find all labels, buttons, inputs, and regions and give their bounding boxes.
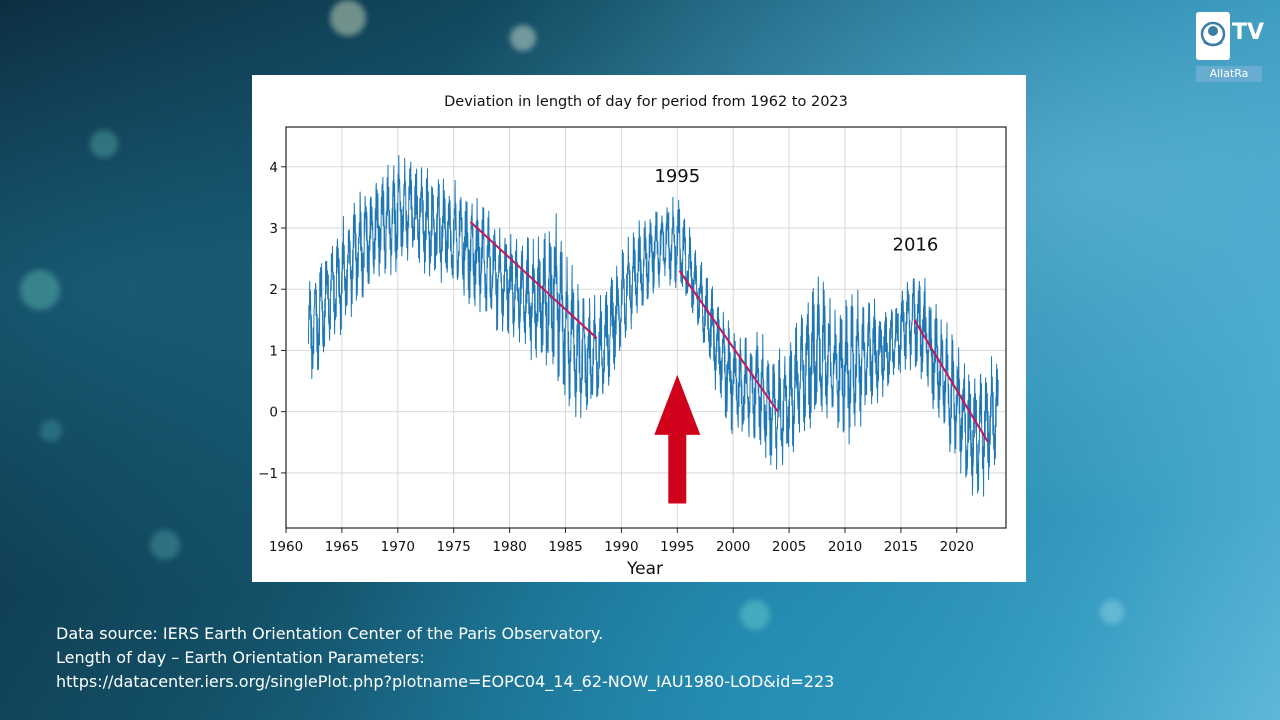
annotation-label: 1995 bbox=[654, 166, 700, 187]
channel-logo: TV AllatRa bbox=[1196, 12, 1266, 84]
caption-source-link[interactable]: https://datacenter.iers.org/singlePlot.p… bbox=[56, 672, 835, 691]
x-tick-label: 2010 bbox=[828, 539, 862, 555]
y-tick-label: 2 bbox=[269, 282, 278, 298]
background-bokeh bbox=[20, 270, 60, 310]
x-tick-label: 1985 bbox=[548, 539, 582, 555]
y-tick-label: −1 bbox=[258, 466, 278, 482]
annotation-label: 2016 bbox=[893, 235, 939, 256]
logo-tv-text: TV bbox=[1232, 20, 1265, 45]
chart-panel: Deviation in length of day for period fr… bbox=[252, 75, 1026, 582]
x-tick-label: 1965 bbox=[325, 539, 359, 555]
x-tick-label: 1975 bbox=[437, 539, 471, 555]
lod-chart: Deviation in length of day for period fr… bbox=[258, 94, 1007, 579]
series-layer bbox=[307, 154, 999, 497]
x-ticks: 1960 1965 1970 1975 1980 1985 1990 1995 2000 2005… bbox=[269, 528, 974, 555]
background-bokeh bbox=[1100, 600, 1124, 624]
series-line-lod bbox=[307, 154, 999, 497]
up-arrow-icon bbox=[654, 374, 701, 504]
caption-line-1: Data source: IERS Earth Orientation Cent… bbox=[56, 624, 604, 643]
y-tick-label: 3 bbox=[269, 221, 278, 237]
background-bokeh bbox=[330, 0, 366, 36]
y-tick-label: 0 bbox=[269, 405, 278, 421]
logo-label: AllatRa bbox=[1196, 66, 1262, 82]
tv-logo-icon bbox=[1196, 12, 1230, 60]
background-bokeh bbox=[150, 530, 180, 560]
chart-title: Deviation in length of day for period fr… bbox=[444, 94, 848, 110]
caption-line-2: Length of day – Earth Orientation Parame… bbox=[56, 648, 425, 667]
x-tick-label: 1990 bbox=[604, 539, 638, 555]
y-tick-label: 1 bbox=[269, 343, 278, 359]
annotations: 1995 2016 bbox=[654, 166, 938, 256]
x-tick-label: 2015 bbox=[884, 539, 918, 555]
y-tick-label: 4 bbox=[269, 160, 278, 176]
x-tick-label: 1960 bbox=[269, 539, 303, 555]
trend-line bbox=[913, 319, 989, 443]
y-ticks: −1 0 1 2 3 4 bbox=[258, 160, 286, 482]
x-tick-label: 2020 bbox=[940, 539, 974, 555]
arrow-layer bbox=[654, 374, 701, 504]
background-bokeh bbox=[510, 25, 536, 51]
x-axis-label: Year bbox=[626, 559, 663, 579]
source-caption: Data source: IERS Earth Orientation Cent… bbox=[56, 622, 1056, 694]
x-tick-label: 1970 bbox=[381, 539, 415, 555]
x-tick-label: 2005 bbox=[772, 539, 806, 555]
x-tick-label: 2000 bbox=[716, 539, 750, 555]
trend-line bbox=[678, 270, 779, 413]
x-tick-label: 1980 bbox=[492, 539, 526, 555]
trend-lines bbox=[469, 221, 989, 443]
plot-frame bbox=[285, 126, 1007, 529]
trend-line bbox=[469, 221, 598, 339]
background-bokeh bbox=[90, 130, 118, 158]
x-tick-label: 1995 bbox=[660, 539, 694, 555]
background-bokeh bbox=[40, 420, 62, 442]
